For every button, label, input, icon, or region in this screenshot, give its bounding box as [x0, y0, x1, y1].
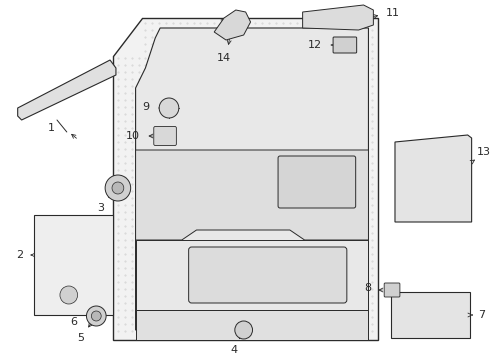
- Polygon shape: [303, 5, 373, 30]
- Circle shape: [86, 306, 106, 326]
- Circle shape: [159, 98, 179, 118]
- FancyBboxPatch shape: [154, 126, 176, 145]
- Text: 9: 9: [142, 102, 149, 112]
- Text: 8: 8: [364, 283, 371, 293]
- Text: 14: 14: [217, 53, 231, 63]
- Polygon shape: [113, 18, 378, 340]
- Circle shape: [112, 182, 124, 194]
- Text: 3: 3: [97, 203, 104, 213]
- Polygon shape: [395, 135, 471, 222]
- FancyBboxPatch shape: [333, 37, 357, 53]
- Circle shape: [105, 175, 131, 201]
- Text: 13: 13: [476, 147, 490, 157]
- Text: 6: 6: [70, 317, 77, 327]
- Text: 5: 5: [77, 333, 84, 343]
- Text: 4: 4: [230, 345, 238, 355]
- Text: 1: 1: [48, 123, 54, 133]
- Polygon shape: [214, 10, 250, 40]
- Circle shape: [60, 286, 77, 304]
- Polygon shape: [136, 28, 368, 330]
- Polygon shape: [18, 60, 116, 120]
- Bar: [34, 215, 113, 315]
- Polygon shape: [136, 310, 368, 340]
- Polygon shape: [136, 240, 368, 310]
- Polygon shape: [391, 292, 469, 338]
- FancyBboxPatch shape: [189, 247, 347, 303]
- Polygon shape: [136, 150, 368, 240]
- Text: 10: 10: [125, 131, 140, 141]
- FancyBboxPatch shape: [278, 156, 356, 208]
- Text: 2: 2: [16, 250, 23, 260]
- Text: 12: 12: [307, 40, 321, 50]
- Text: 7: 7: [478, 310, 485, 320]
- Circle shape: [91, 311, 101, 321]
- Text: 11: 11: [386, 8, 400, 18]
- FancyBboxPatch shape: [384, 283, 400, 297]
- Circle shape: [235, 321, 252, 339]
